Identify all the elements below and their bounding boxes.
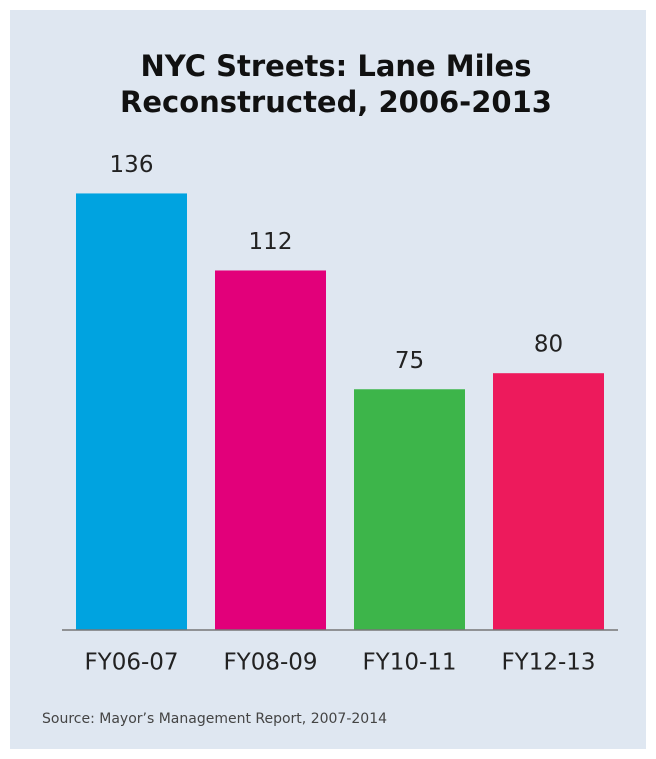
value-label: 80 [534,332,563,358]
value-label: 112 [249,229,293,255]
x-tick-label: FY06-07 [84,650,178,676]
x-tick-label: FY08-09 [223,650,317,676]
x-tick-label: FY10-11 [362,650,456,676]
source: Source: Mayor’s Management Report, 2007-… [42,711,387,727]
bar [493,373,604,630]
value-label: 75 [395,348,424,374]
chart-title: NYC Streets: Lane Miles [141,49,532,83]
value-label: 136 [110,152,154,178]
bar [354,389,465,630]
bar [76,193,187,630]
x-tick-label: FY12-13 [501,650,595,676]
chart-title: Reconstructed, 2006-2013 [120,85,552,119]
bar [215,270,326,630]
